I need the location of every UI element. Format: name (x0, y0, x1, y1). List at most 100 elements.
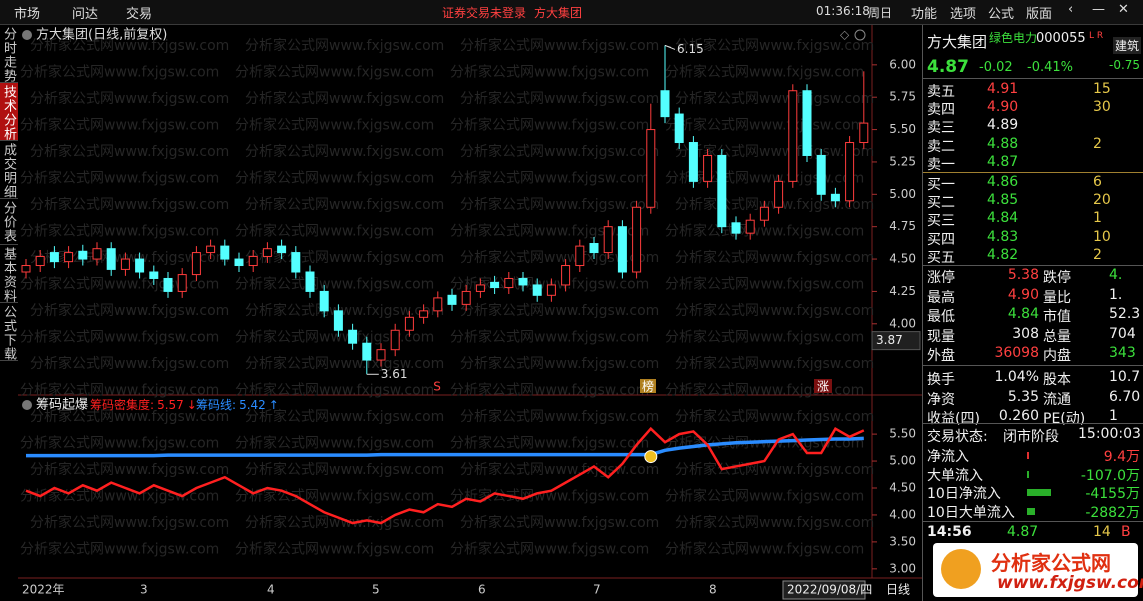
candle-body (830, 193, 840, 202)
side-tab[interactable]: 分价表 (0, 201, 18, 245)
book-price: 4.89 (987, 117, 1019, 134)
indicator-legend: 筹码密集度: 5.57 ↓ (90, 397, 197, 412)
x-axis-label: 6 (478, 583, 486, 597)
candle-body (688, 142, 698, 182)
watermark: 分析家公式网www.fxjgsw.com (675, 90, 874, 107)
stat-value: 4.90 (1007, 286, 1039, 303)
candle-body (163, 277, 173, 292)
cursor-price: 3.87 (876, 333, 903, 347)
legend-separator: : (150, 398, 154, 412)
candle-body (35, 255, 45, 267)
top-bar: 市场 问达 交易 证券交易未登录 方大集团 01:36:18 周日 功能 选项 … (0, 0, 1143, 25)
watermark: 分析家公式网www.fxjgsw.com (665, 223, 864, 240)
book-volume: 30 (1093, 99, 1111, 116)
candle-body (802, 90, 812, 156)
menu-item[interactable]: 功能 (911, 7, 938, 22)
side-tab[interactable]: 基本资料 (0, 247, 18, 303)
quote-panel: 方大集团 绿色电力 000055 L R 建筑 4.87 -0.02 -0.41% -0.75 卖… (922, 25, 1143, 601)
x-axis-label: 2022年 (22, 583, 65, 597)
legend-arrow: ↑ (269, 398, 279, 412)
watermark: 分析家公式网www.fxjgsw.com (460, 514, 659, 531)
background (18, 25, 922, 601)
y-tick-label: 5.50 (889, 427, 916, 441)
watermark: 分析家公式网www.fxjgsw.com (665, 170, 864, 187)
stat-value: 1 (1109, 408, 1118, 425)
menu-item[interactable]: 问达 (72, 7, 99, 22)
cursor-price-box (871, 331, 921, 351)
logo-title: 分析家公式网 (991, 551, 1111, 575)
y-tick-label: 4.00 (889, 507, 916, 521)
stat-label: 外盘 (927, 348, 955, 365)
x-axis-label: 3 (140, 583, 148, 597)
indicator-legend: 筹码线: 5.42 ↑ (196, 398, 279, 412)
menu-item[interactable]: 选项 (950, 7, 977, 22)
menu-item[interactable]: 版面 (1026, 7, 1053, 22)
watermark: 分析家公式网www.fxjgsw.com (235, 541, 434, 558)
side-tab[interactable]: 成交明细 (0, 143, 18, 199)
watermark: 分析家公式网www.fxjgsw.com (450, 382, 649, 399)
book-price: 4.90 (987, 99, 1019, 116)
candle-body (617, 226, 627, 273)
book-label: 买四 (927, 231, 955, 248)
watermark: 分析家公式网www.fxjgsw.com (30, 302, 229, 319)
last-price: 4.87 (927, 57, 969, 77)
watermark: 分析家公式网www.fxjgsw.com (20, 117, 219, 134)
candle-body (447, 294, 457, 305)
weekday: 周日 (868, 6, 893, 20)
high-label: 6.15 (677, 42, 704, 56)
y-tick-label: 5.00 (889, 187, 916, 201)
candle-body (532, 284, 542, 296)
candle-body (234, 258, 244, 267)
book-volume: 10 (1093, 228, 1111, 245)
clock: 01:36:18 (816, 4, 870, 18)
book-volume: 2 (1093, 246, 1102, 263)
stat-label: 最高 (927, 289, 955, 306)
stat-label: 换手 (927, 372, 955, 388)
candle-body (191, 252, 201, 276)
y-tick-label: 3.00 (889, 561, 916, 575)
cursor-date: 2022/09/08/四 (787, 583, 872, 597)
watermark: 分析家公式网www.fxjgsw.com (30, 514, 229, 531)
flow-value: 9.4万 (1103, 449, 1140, 465)
flow-bar (1027, 470, 1029, 478)
close-button[interactable]: ✕ (1118, 2, 1129, 17)
book-volume: 15 (1093, 81, 1111, 97)
menu-item[interactable]: 公式 (988, 7, 1015, 22)
watermark: 分析家公式网www.fxjgsw.com (245, 143, 444, 160)
watermark: 分析家公式网www.fxjgsw.com (665, 488, 864, 505)
logo-url: www.fxjgsw.com (997, 573, 1143, 593)
candle-body (49, 252, 59, 263)
candle-body (589, 243, 599, 254)
candle-body (135, 258, 145, 273)
watermark: 分析家公式网www.fxjgsw.com (675, 37, 874, 54)
watermark: 分析家公式网www.fxjgsw.com (450, 276, 649, 293)
book-label: 卖二 (927, 138, 955, 155)
y-tick-label: 6.00 (889, 57, 916, 71)
back-button[interactable]: ‹ (1068, 2, 1074, 17)
candle-body (731, 222, 741, 234)
y-tick-label: 4.50 (889, 481, 916, 495)
side-tab[interactable]: 分时走势 (0, 27, 18, 83)
candle-body (106, 248, 116, 270)
side-tab[interactable]: 公式下载 (0, 305, 18, 361)
watermark: 分析家公式网www.fxjgsw.com (245, 302, 444, 319)
menu-item[interactable]: 交易 (126, 7, 153, 22)
candle-body (21, 265, 31, 273)
minimize-button[interactable]: — (1092, 2, 1105, 17)
side-tab[interactable]: 技术分析 (0, 83, 18, 141)
watermark: 分析家公式网www.fxjgsw.com (460, 37, 659, 54)
candle-body (518, 277, 528, 286)
login-notice[interactable]: 证券交易未登录 (442, 6, 527, 20)
candle-body (248, 255, 258, 267)
y-tick-label: 5.75 (889, 90, 916, 104)
flow-bar (1027, 489, 1051, 496)
watermark: 分析家公式网www.fxjgsw.com (20, 435, 219, 452)
watermark: 分析家公式网www.fxjgsw.com (30, 196, 229, 213)
menu-item[interactable]: 市场 (14, 7, 41, 22)
candle-body (759, 206, 769, 221)
watermark: 分析家公式网www.fxjgsw.com (450, 64, 649, 81)
index-change: -0.75 (1109, 58, 1141, 72)
candle-body (575, 245, 585, 267)
stat-label: 总量 (1043, 328, 1071, 345)
watermark: 分析家公式网www.fxjgsw.com (235, 223, 434, 240)
